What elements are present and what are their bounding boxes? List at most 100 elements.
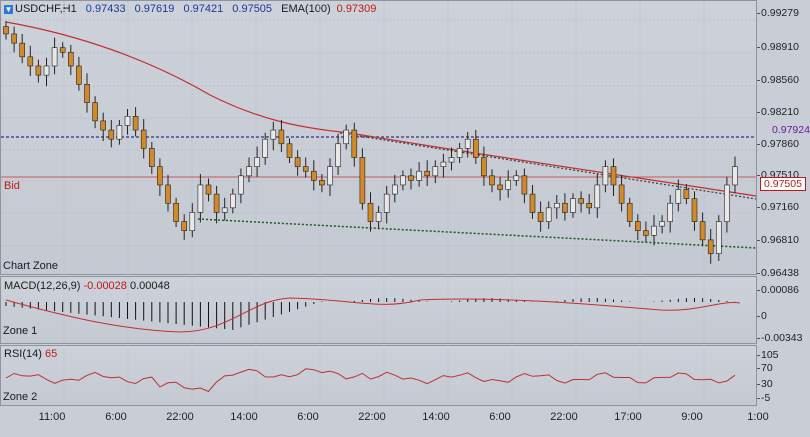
macd-pane[interactable]: MACD(12,26,9) -0.00028 0.00048 Zone 1 <box>0 276 757 344</box>
zone-2-label: Zone 2 <box>3 391 38 403</box>
candle-body <box>108 129 115 140</box>
candle-body <box>570 198 576 213</box>
price-tick: 0.98210 <box>757 106 799 118</box>
candle-body <box>116 125 123 140</box>
price-tick: 0.96810 <box>757 234 799 246</box>
symbol-label: USDCHF,H1 <box>15 3 77 15</box>
candle-body <box>181 221 187 232</box>
candle-body <box>19 42 26 58</box>
candle-body <box>173 202 179 222</box>
candle-body <box>132 116 139 131</box>
candle-body <box>43 65 50 76</box>
candle-body <box>383 193 390 213</box>
time-tick: 11:00 <box>38 411 66 423</box>
chart-zone-label: Chart Zone <box>3 260 59 272</box>
zone-1-label: Zone 1 <box>3 325 38 337</box>
price-tick: 0.96438 <box>757 267 799 279</box>
candle-body <box>626 202 633 222</box>
candle-body <box>553 202 560 209</box>
candle-body <box>667 202 674 222</box>
candle-body <box>408 175 414 181</box>
candle-body <box>157 166 163 186</box>
candle-body <box>464 138 471 149</box>
candle-body <box>270 129 277 140</box>
macd-value-1: -0.00028 <box>83 280 127 292</box>
macd-signal-line <box>5 297 741 333</box>
bid-label: Bid <box>4 180 20 192</box>
candle-body <box>319 180 325 186</box>
candle-body <box>683 189 690 199</box>
candle-body <box>481 157 487 177</box>
time-tick: 6:00 <box>489 411 511 423</box>
candle-body <box>92 102 98 122</box>
candle-body <box>262 138 269 158</box>
macd-tick: -0.00343 <box>756 332 803 344</box>
candle-body <box>529 193 536 213</box>
rsi-pane[interactable]: RSI(14) 65 Zone 2 <box>0 345 757 406</box>
candle-body <box>472 138 479 158</box>
ema-label: EMA(100) <box>281 3 331 15</box>
close-value: 0.97505 <box>232 3 273 15</box>
hline-price-label: 0.97924 <box>772 124 810 136</box>
chart-info-bar: ▼ USDCHF,H1 0.97433 0.97619 0.97421 0.975… <box>4 3 382 15</box>
price-axis[interactable]: 0.99279 0.98910 0.98560 0.98210 0.97860 … <box>757 0 810 279</box>
candle-body <box>545 207 552 222</box>
time-tick: 14:00 <box>422 411 450 423</box>
candle-body <box>359 157 366 204</box>
candle-body <box>254 157 260 167</box>
rsi-axis[interactable]: 105 70 30 -5 <box>756 345 810 406</box>
candle-body <box>351 129 358 158</box>
macd-tick: 0.00086 <box>757 284 799 296</box>
time-tick: 9:00 <box>681 411 703 423</box>
candle-body <box>310 170 317 181</box>
time-tick: 14:00 <box>230 411 258 423</box>
candle-body <box>602 166 609 186</box>
candle-body <box>68 51 74 67</box>
rsi-value: 65 <box>44 348 58 360</box>
candle-body <box>659 221 665 227</box>
candle-body <box>84 83 90 103</box>
support-trendline <box>197 218 757 249</box>
candle-body <box>189 212 196 232</box>
candle-body <box>586 202 593 209</box>
candle-body <box>432 166 439 177</box>
candle-body <box>238 175 244 195</box>
candle-body <box>618 184 625 204</box>
candle-body <box>327 166 333 186</box>
candle-body <box>707 239 714 254</box>
candle-body <box>286 143 293 158</box>
candle-body <box>562 202 568 213</box>
candle-body <box>578 198 584 204</box>
candle-body <box>489 175 495 186</box>
price-tick: 0.97160 <box>757 201 799 213</box>
candle-body <box>3 26 9 35</box>
candle-body <box>699 221 706 241</box>
candle-body <box>724 184 730 222</box>
rsi-tick: 105 <box>757 349 779 361</box>
price-tick: 0.99279 <box>757 7 799 19</box>
candle-body <box>149 148 155 167</box>
candle-body <box>634 221 641 232</box>
candle-body <box>643 230 649 236</box>
rsi-info: RSI(14) 65 <box>4 348 57 360</box>
candle-body <box>124 116 131 126</box>
bid-price-box: 0.97505 <box>760 177 806 191</box>
low-value: 0.97421 <box>183 3 224 15</box>
candle-body <box>440 161 447 167</box>
macd-axis[interactable]: 0.00086 0 -0.00343 <box>756 276 810 344</box>
candle-body <box>537 212 544 222</box>
dropdown-arrow-icon[interactable]: ▼ <box>4 5 13 14</box>
candle-body <box>302 166 309 172</box>
candle-body <box>675 189 682 204</box>
candle-body <box>246 166 252 177</box>
candle-body <box>456 148 463 158</box>
candle-body <box>11 33 17 44</box>
candle-body <box>51 47 58 67</box>
time-tick: 22:00 <box>166 411 194 423</box>
time-tick: 6:00 <box>105 411 127 423</box>
candle-body <box>76 65 82 85</box>
candle-body <box>343 129 350 145</box>
rsi-tick: 70 <box>757 362 773 374</box>
candle-body <box>513 175 520 181</box>
